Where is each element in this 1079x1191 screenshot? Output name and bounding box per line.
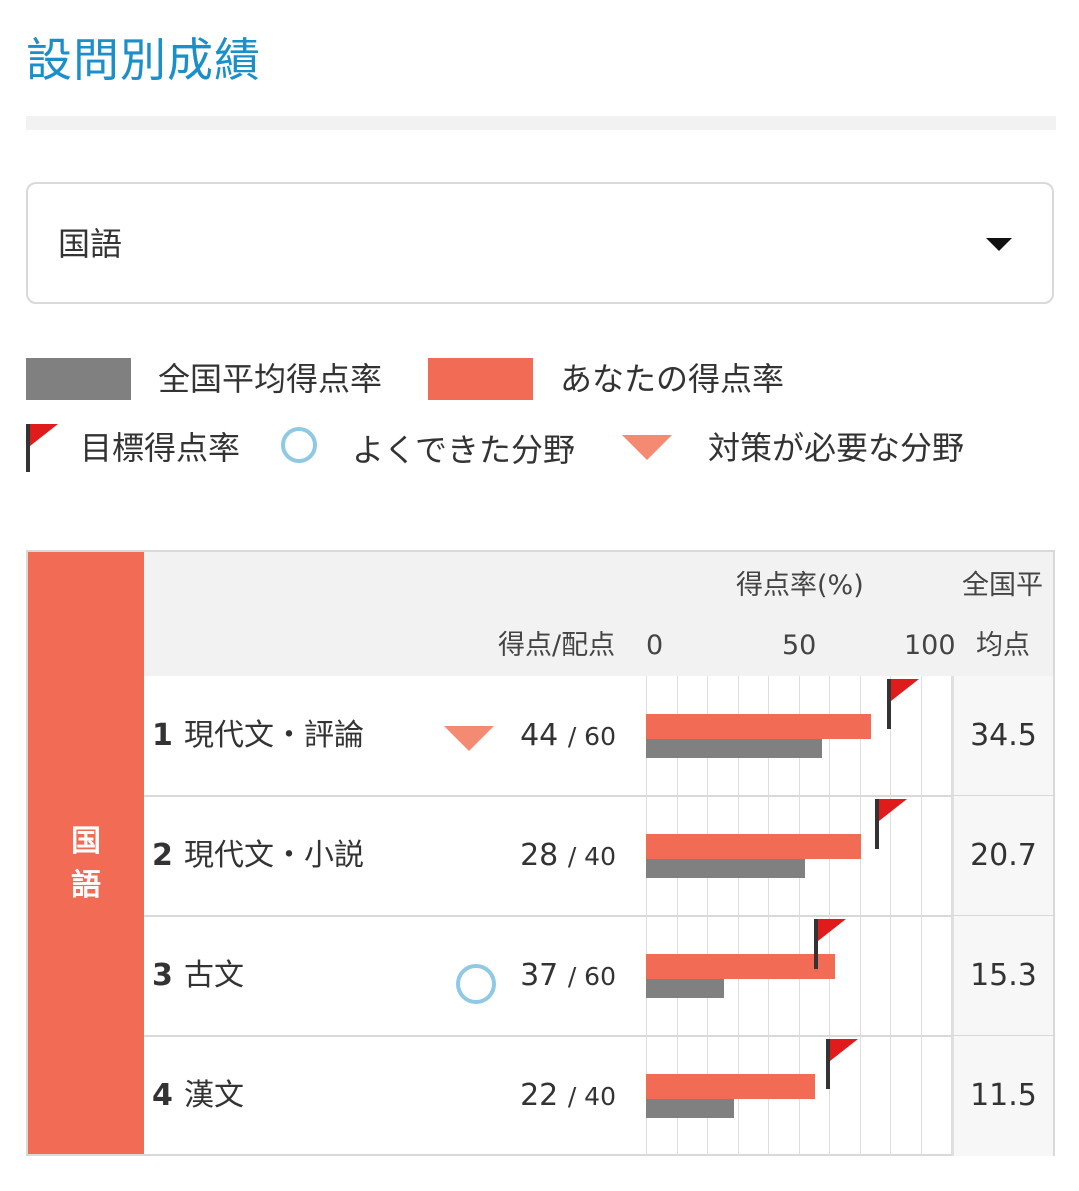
national-avg-cell: 11.5 (952, 1036, 1053, 1156)
score-max: / 60 (567, 722, 616, 751)
header-avg-line1: 全国平 (962, 570, 1043, 601)
tick-100: 100 (904, 630, 956, 661)
national-avg-bar (646, 979, 725, 998)
tick-0: 0 (646, 630, 664, 661)
rate-chart-cell (646, 796, 952, 916)
chevron-down-icon (986, 238, 1012, 251)
grid-line (890, 796, 891, 916)
legend-national-avg: 全国平均得点率 (158, 360, 383, 398)
table-row: 2 現代文・小説 28 / 40 20.7 (144, 796, 1053, 916)
good-circle-icon (281, 427, 317, 463)
legend-good: よくできた分野 (352, 431, 576, 469)
grid-line (890, 1036, 891, 1156)
grid-line (951, 676, 952, 796)
national-avg-bar (646, 859, 805, 878)
row-divider (144, 1035, 1053, 1037)
grid-line (951, 1036, 952, 1156)
score-value: 28 (520, 838, 568, 873)
grid-line (860, 916, 861, 1036)
score-table: 国語 得点率(%) 全国平 得点/配点 0 50 100 均点 1 現代文・評論 4… (26, 550, 1055, 1156)
legend-needs-work: 対策が必要な分野 (708, 429, 965, 467)
question-score: 37 / 60 (504, 956, 616, 997)
national-avg-swatch (26, 358, 131, 400)
question-score: 22 / 40 (504, 1076, 616, 1117)
national-avg-cell: 20.7 (952, 796, 1053, 916)
question-number: 4 (152, 1078, 173, 1113)
question-name: 現代文・評論 (184, 718, 364, 753)
rate-chart-cell (646, 916, 952, 1036)
subject-char: 語 (71, 868, 101, 903)
header-rate: 得点率(%) (736, 570, 864, 601)
grid-line (860, 1036, 861, 1156)
question-name: 現代文・小説 (184, 838, 364, 873)
grid-line (951, 916, 952, 1036)
good-circle-icon (456, 964, 496, 1004)
national-avg-score: 20.7 (970, 838, 1037, 873)
rate-chart-cell (646, 1036, 952, 1156)
national-avg-score: 15.3 (970, 958, 1037, 993)
grid-line (951, 796, 952, 916)
table-row: 3 古文 37 / 60 15.3 (144, 916, 1053, 1036)
grid-line (921, 916, 922, 1036)
header-avg-line2: 均点 (976, 630, 1030, 661)
target-flag-icon (813, 919, 848, 969)
target-flag-icon (825, 1039, 860, 1089)
score-max: / 40 (567, 842, 616, 871)
your-rate-swatch (428, 358, 533, 400)
score-max: / 40 (567, 1082, 616, 1111)
row-divider (144, 795, 1053, 797)
score-value: 37 (520, 958, 568, 993)
question-name: 古文 (184, 958, 244, 993)
national-avg-bar (646, 739, 823, 758)
question-number: 3 (152, 958, 173, 993)
subject-select-value: 国語 (58, 225, 123, 263)
grid-line (921, 1036, 922, 1156)
subject-select[interactable]: 国語 (26, 182, 1054, 304)
tick-50: 50 (782, 630, 817, 661)
grid-line (829, 1036, 830, 1156)
subject-char: 国 (71, 824, 101, 859)
grid-line (921, 676, 922, 796)
national-avg-score: 34.5 (970, 718, 1037, 753)
subject-column: 国語 (28, 552, 144, 1154)
needs-work-triangle-icon (444, 726, 494, 751)
grid-line (921, 796, 922, 916)
question-name: 漢文 (184, 1078, 244, 1113)
national-avg-cell: 15.3 (952, 916, 1053, 1036)
subject-vertical-text: 国語 (28, 820, 144, 908)
national-avg-cell: 34.5 (952, 676, 1053, 796)
score-value: 22 (520, 1078, 568, 1113)
national-avg-bar (646, 1099, 735, 1118)
your-rate-bar (646, 1074, 815, 1099)
subject-label: 国語 (28, 820, 144, 908)
target-flag-icon (26, 424, 66, 472)
grid-line (890, 676, 891, 796)
score-value: 44 (520, 718, 568, 753)
table-row: 4 漢文 22 / 40 11.5 (144, 1036, 1053, 1156)
score-max: / 60 (567, 962, 616, 991)
table-row: 1 現代文・評論 44 / 60 34.5 (144, 676, 1053, 796)
target-flag-icon (887, 679, 921, 729)
header-score: 得点/配点 (498, 630, 616, 661)
national-avg-score: 11.5 (970, 1078, 1037, 1113)
question-number: 2 (152, 838, 173, 873)
row-divider (144, 915, 1053, 917)
your-rate-bar (646, 714, 871, 739)
question-score: 28 / 40 (504, 836, 616, 877)
grid-line (890, 916, 891, 1036)
legend-target: 目標得点率 (80, 429, 241, 467)
your-rate-bar (646, 954, 836, 979)
page-title: 設問別成績 (26, 33, 261, 87)
your-rate-bar (646, 834, 861, 859)
table-header (144, 552, 1053, 676)
rate-chart-cell (646, 676, 952, 796)
question-score: 44 / 60 (504, 716, 616, 757)
needs-work-triangle-icon (622, 435, 672, 460)
target-flag-icon (874, 799, 909, 849)
title-divider (26, 116, 1056, 130)
legend-your-rate: あなたの得点率 (560, 360, 785, 398)
question-number: 1 (152, 718, 173, 753)
